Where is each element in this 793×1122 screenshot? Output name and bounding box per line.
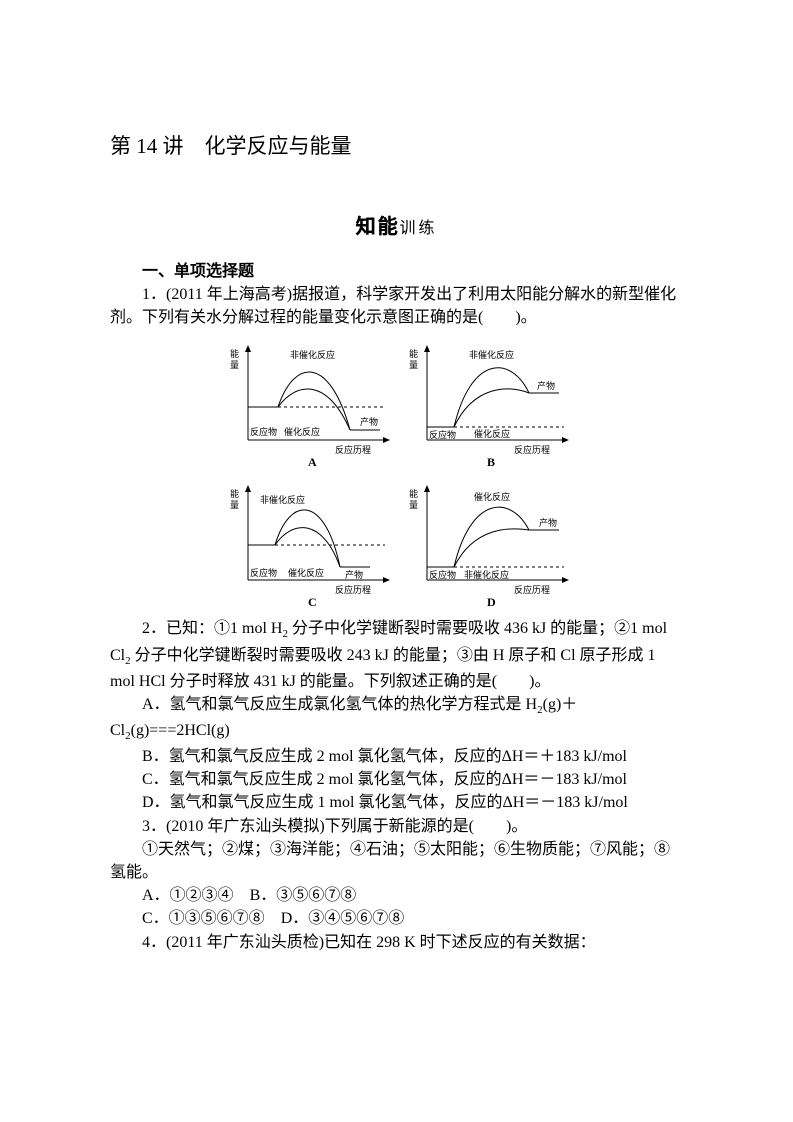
svg-text:A: A (308, 455, 317, 469)
diagram-row-1: 能量 反应历程 反应物 催化反应 产物 非催化反应 A (110, 335, 683, 475)
svg-text:催化反应: 催化反应 (474, 491, 510, 502)
q3-stem: 3．(2010 年广东汕头模拟)下列属于新能源的是( )。 (110, 815, 683, 838)
page: 第 14 讲 化学反应与能量 知能训练 一、单项选择题 1．(2011 年上海高… (0, 0, 793, 1122)
q2-stem: 2．已知：①1 mol H2 分子中化学键断裂时需要吸收 436 kJ 的能量；… (110, 617, 683, 692)
q2-optB: B．氢气和氯气反应生成 2 mol 氯化氢气体，反应的ΔH＝＋183 kJ/mo… (110, 745, 683, 768)
svg-text:催化反应: 催化反应 (288, 567, 324, 578)
svg-text:量: 量 (409, 360, 418, 370)
chapter-title: 第 14 讲 化学反应与能量 (110, 130, 683, 160)
svg-text:量: 量 (230, 360, 239, 370)
svg-text:反应历程: 反应历程 (514, 584, 550, 595)
svg-text:能: 能 (230, 348, 239, 359)
svg-text:产物: 产物 (360, 416, 378, 427)
svg-text:D: D (487, 595, 496, 609)
q1-stem: 1．(2011 年上海高考)据报道，科学家开发出了利用太阳能分解水的新型催化剂。… (110, 283, 683, 329)
svg-text:产物: 产物 (537, 380, 555, 391)
svg-text:能: 能 (230, 488, 239, 499)
q2-p1: 2．已知：①1 mol H (142, 620, 282, 637)
q3-optsAB: A．①②③④ B．③⑤⑥⑦⑧ (110, 884, 683, 907)
q2-optD: D．氢气和氯气反应生成 1 mol 氯化氢气体，反应的ΔH＝－183 kJ/mo… (110, 791, 683, 814)
q3-D: D．③④⑤⑥⑦⑧ (281, 910, 405, 927)
svg-text:能: 能 (409, 488, 418, 499)
svg-text:反应历程: 反应历程 (335, 444, 371, 455)
svg-text:非催化反应: 非催化反应 (290, 349, 335, 360)
svg-text:能: 能 (409, 348, 418, 359)
q1-diagrams: 能量 反应历程 反应物 催化反应 产物 非催化反应 A (110, 335, 683, 615)
diagram-row-2: 能量 反应历程 反应物 催化反应 产物 非催化反应 C (110, 475, 683, 615)
q1-number: 1． (142, 286, 166, 303)
svg-text:量: 量 (409, 500, 418, 510)
q2A-3: (g)===2HCl(g) (131, 722, 230, 739)
q3-optsCD: C．①③⑤⑥⑦⑧ D．③④⑤⑥⑦⑧ (110, 907, 683, 930)
svg-text:B: B (487, 455, 495, 469)
diagram-A: 能量 反应历程 反应物 催化反应 产物 非催化反应 A (220, 335, 395, 470)
svg-text:反应物: 反应物 (429, 569, 456, 580)
diagram-B: 能量 反应历程 反应物 产物 催化反应 非催化反应 B (399, 335, 574, 470)
section-heading: 一、单项选择题 (110, 257, 683, 281)
svg-text:非催化反应: 非催化反应 (469, 349, 514, 360)
q3-B: B．③⑤⑥⑦⑧ (250, 887, 357, 904)
svg-text:非催化反应: 非催化反应 (260, 494, 305, 505)
svg-text:反应物: 反应物 (250, 426, 277, 437)
svg-text:产物: 产物 (345, 569, 363, 580)
svg-text:非催化反应: 非催化反应 (464, 569, 509, 580)
q2-optA: A．氢气和氯气反应生成氯化氢气体的热化学方程式是 H2(g)＋Cl2(g)===… (110, 693, 683, 745)
diagram-D: 能量 反应历程 反应物 产物 非催化反应 催化反应 D (399, 475, 574, 610)
svg-text:催化反应: 催化反应 (284, 426, 320, 437)
diagram-C: 能量 反应历程 反应物 催化反应 产物 非催化反应 C (220, 475, 395, 610)
svg-text:反应物: 反应物 (250, 567, 277, 578)
q2-optC: C．氢气和氯气反应生成 2 mol 氯化氢气体，反应的ΔH＝－183 kJ/mo… (110, 768, 683, 791)
banner-thin: 训练 (399, 220, 437, 237)
q3-C: C．①③⑤⑥⑦⑧ (142, 910, 265, 927)
svg-text:C: C (308, 595, 317, 609)
svg-text:催化反应: 催化反应 (474, 428, 510, 439)
q2-p3: 分子中化学键断裂时需要吸收 243 kJ 的能量；③由 H 原子和 Cl 原子形… (110, 647, 656, 690)
banner-bold: 知能 (355, 216, 399, 238)
q3-A: A．①②③④ (142, 887, 234, 904)
q3-items: ①天然气；②煤；③海洋能；④石油；⑤太阳能；⑥生物质能；⑦风能；⑧氢能。 (110, 838, 683, 884)
svg-text:量: 量 (230, 500, 239, 510)
svg-text:反应历程: 反应历程 (514, 444, 550, 455)
svg-text:反应物: 反应物 (429, 429, 456, 440)
svg-text:产物: 产物 (539, 517, 557, 528)
q4-stem: 4．(2011 年广东汕头质检)已知在 298 K 时下述反应的有关数据： (110, 931, 683, 954)
q2A-1: A．氢气和氯气反应生成氯化氢气体的热化学方程式是 H (142, 696, 537, 713)
banner: 知能训练 (110, 210, 683, 239)
q1-text: (2011 年上海高考)据报道，科学家开发出了利用太阳能分解水的新型催化剂。下列… (110, 286, 676, 326)
svg-text:反应历程: 反应历程 (335, 584, 371, 595)
